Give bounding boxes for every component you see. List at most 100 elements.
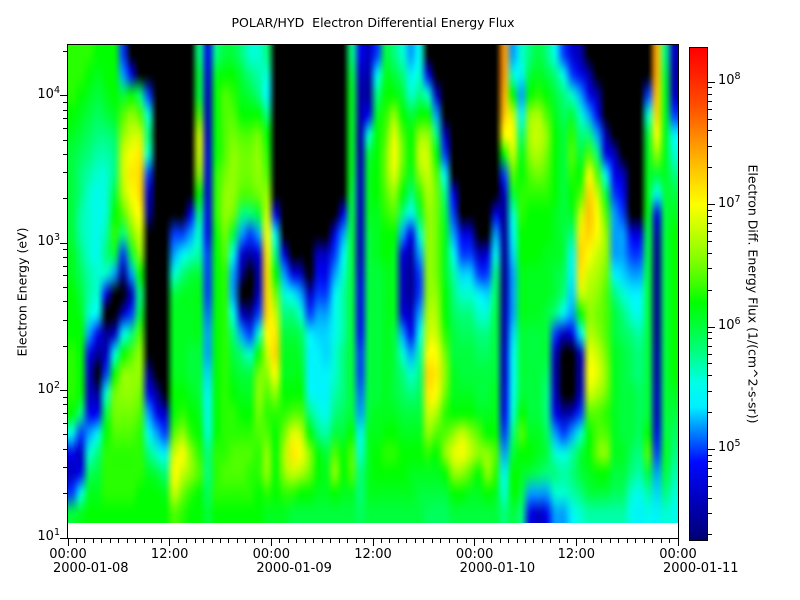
y-axis-minor-tick (63, 448, 68, 450)
colorbar-tick-label: 106 (718, 316, 741, 334)
y-axis-major-tick (60, 95, 68, 97)
colorbar-minor-tick (708, 485, 712, 487)
x-axis-minor-tick (296, 539, 298, 543)
colorbar-minor-tick (708, 209, 712, 211)
x-axis-minor-tick (567, 539, 569, 543)
y-axis-minor-tick (63, 467, 68, 469)
y-axis-minor-tick (63, 172, 68, 174)
x-axis-minor-tick (109, 539, 111, 543)
x-axis-minor-tick (177, 539, 179, 543)
y-axis-major-tick (60, 242, 68, 244)
x-axis-minor-tick (364, 539, 366, 543)
colorbar-tick-label: 105 (718, 438, 741, 456)
x-axis-minor-tick (389, 539, 391, 543)
x-axis-major-tick (270, 539, 272, 546)
y-axis-minor-tick (63, 493, 68, 495)
y-axis-major-tick (60, 537, 68, 539)
x-axis-major-tick (372, 539, 374, 546)
y-axis-major-tick (60, 390, 68, 392)
colorbar-minor-tick (708, 145, 712, 147)
x-axis-minor-tick (660, 539, 662, 543)
x-axis-minor-tick (245, 539, 247, 543)
x-axis-minor-tick (558, 539, 560, 543)
y-axis-minor-tick (63, 412, 68, 414)
x-axis-minor-tick (584, 539, 586, 543)
x-axis-minor-tick (397, 539, 399, 543)
x-axis-time-label: 12:00 (557, 547, 596, 562)
x-axis-time-label: 00:00 (659, 547, 697, 562)
x-axis-minor-tick (626, 539, 628, 543)
x-axis-minor-tick (118, 539, 120, 543)
y-axis-minor-tick (63, 319, 68, 321)
colorbar-minor-tick (708, 100, 712, 102)
x-axis-minor-tick (355, 539, 357, 543)
y-axis-minor-tick (63, 422, 68, 424)
x-axis-date-label: 2000-01-10 (459, 561, 536, 576)
colorbar-minor-tick (708, 375, 712, 377)
y-axis-minor-tick (63, 118, 68, 120)
colorbar-tick-label: 107 (718, 193, 741, 211)
colorbar-minor-tick (708, 130, 712, 132)
x-axis-date-label: 2000-01-08 (53, 561, 129, 576)
x-axis-minor-tick (186, 539, 188, 543)
x-axis-minor-tick (143, 539, 145, 543)
colorbar-minor-tick (708, 390, 712, 392)
x-axis-minor-tick (203, 539, 205, 543)
x-axis-minor-tick (262, 539, 264, 543)
colorbar-minor-tick (708, 345, 712, 347)
x-axis-minor-tick (669, 539, 671, 543)
y-axis-minor-tick (63, 257, 68, 258)
colorbar-tick-label: 108 (718, 71, 741, 89)
x-axis-minor-tick (101, 539, 103, 543)
plot-frame (67, 44, 679, 539)
colorbar-minor-tick (708, 223, 712, 225)
x-axis-minor-tick (618, 539, 620, 543)
colorbar-minor-tick (708, 497, 712, 499)
x-axis-minor-tick (126, 539, 128, 543)
colorbar-major-tick (708, 326, 715, 328)
y-axis-minor-tick (63, 275, 68, 277)
y-axis-minor-tick (63, 139, 68, 141)
x-axis-minor-tick (194, 539, 196, 543)
x-axis-minor-tick (431, 539, 433, 543)
colorbar-minor-tick (708, 476, 712, 478)
colorbar-major-tick (708, 81, 715, 83)
colorbar-minor-tick (708, 216, 712, 218)
x-axis-time-label: 00:00 (252, 547, 291, 562)
colorbar-minor-tick (708, 363, 712, 365)
x-axis-minor-tick (220, 539, 221, 543)
colorbar-title: Electron Diff. Energy Flux (1/(cm^2-s-sr… (745, 164, 761, 424)
x-axis-minor-tick (508, 539, 510, 543)
y-axis-minor-tick (63, 128, 68, 130)
colorbar-minor-tick (708, 454, 712, 456)
x-axis-minor-tick (635, 539, 637, 543)
x-axis-minor-tick (287, 539, 289, 543)
x-axis-minor-tick (321, 539, 323, 543)
x-axis-minor-tick (347, 539, 349, 543)
colorbar-minor-tick (708, 534, 712, 536)
x-axis-minor-tick (516, 539, 518, 543)
colorbar-minor-tick (708, 93, 712, 95)
x-axis-minor-tick (228, 539, 230, 543)
x-axis-minor-tick (253, 539, 255, 543)
x-axis-minor-tick (448, 539, 450, 543)
x-axis-minor-tick (414, 539, 416, 543)
y-axis-minor-tick (63, 301, 68, 303)
x-axis-minor-tick (160, 539, 162, 543)
x-axis-minor-tick (211, 539, 213, 543)
y-axis-minor-tick (63, 153, 68, 155)
x-axis-major-tick (474, 539, 476, 546)
colorbar-minor-tick (708, 412, 712, 414)
x-axis-minor-tick (499, 539, 501, 543)
y-axis-tick-label: 104 (37, 84, 60, 102)
colorbar-minor-tick (708, 268, 712, 270)
colorbar-minor-tick (708, 108, 712, 110)
x-axis-minor-tick (465, 539, 467, 543)
colorbar-minor-tick (708, 353, 712, 355)
colorbar-minor-tick (708, 87, 712, 89)
y-axis-minor-tick (63, 265, 68, 267)
x-axis-minor-tick (135, 539, 137, 543)
x-axis-minor-tick (236, 539, 238, 543)
x-axis-minor-tick (601, 539, 603, 543)
y-axis-minor-tick (63, 109, 68, 111)
